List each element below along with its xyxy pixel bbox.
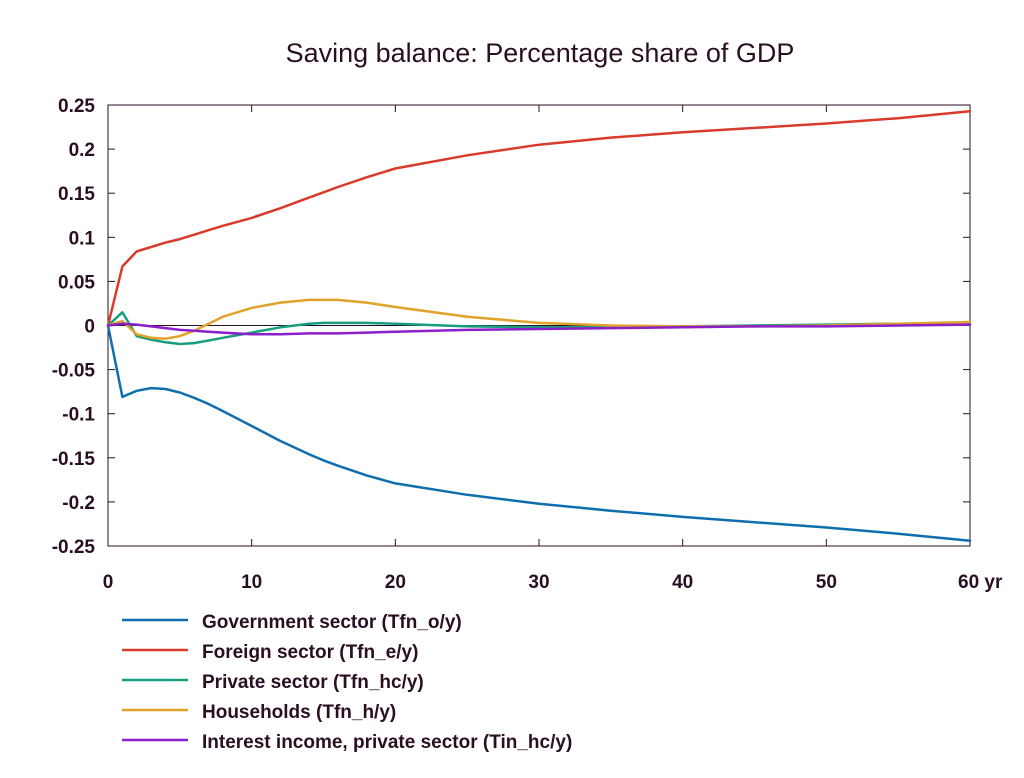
y-tick-label: -0.15 [52, 449, 96, 470]
y-tick-label: 0.05 [58, 272, 95, 293]
chart-title: Saving balance: Percentage share of GDP [286, 38, 795, 68]
x-tick-label: 50 [816, 572, 837, 593]
y-tick-label: 0.25 [58, 96, 95, 117]
series-line-1 [106, 324, 972, 542]
y-tick-label: 0.2 [69, 140, 95, 161]
y-tick-label: -0.25 [52, 537, 96, 558]
y-tick-label: -0.05 [52, 361, 96, 382]
y-tick-label: 0.15 [58, 184, 95, 205]
y-tick-label: 0 [84, 317, 95, 338]
x-tick-label: 40 [672, 572, 693, 593]
legend-label-2: Foreign sector (Tfn_e/y) [202, 642, 418, 663]
x-tick-label: 20 [385, 572, 406, 593]
series-line-5 [106, 322, 972, 336]
legend-label-5: Interest income, private sector (Tin_hc/… [202, 732, 572, 753]
legend-label-3: Private sector (Tfn_hc/y) [202, 672, 424, 693]
x-tick-label: 10 [241, 572, 262, 593]
series-line-2 [106, 109, 972, 327]
y-tick-label: -0.1 [62, 405, 95, 426]
legend-label-1: Government sector (Tfn_o/y) [202, 612, 462, 633]
x-tick-label: 30 [528, 572, 549, 593]
y-tick-label: 0.1 [69, 228, 96, 249]
y-tick-label: -0.2 [62, 493, 95, 514]
x-tick-label: 0 [103, 572, 114, 593]
x-tick-label: 60 yr [958, 572, 1003, 593]
legend-label-4: Households (Tfn_h/y) [202, 702, 396, 723]
